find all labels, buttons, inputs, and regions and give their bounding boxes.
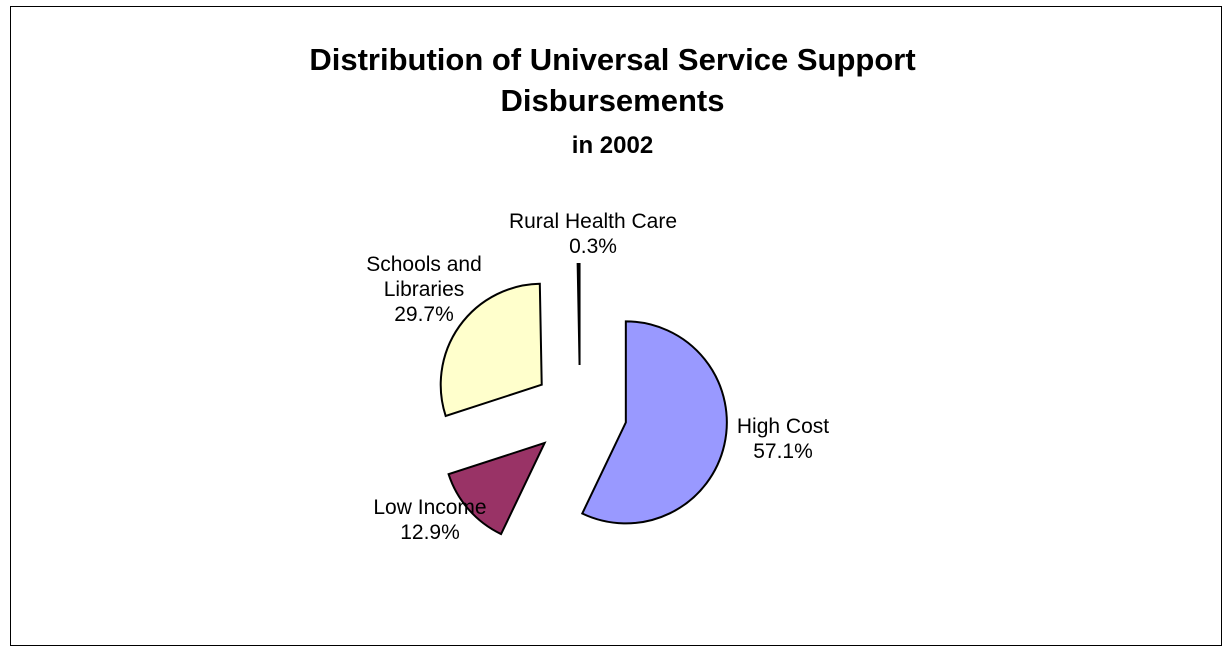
label-low-income-name: Low Income xyxy=(373,496,487,519)
label-rural-health-care-name: Rural Health Care xyxy=(508,210,678,233)
chart-title: Distribution of Universal Service Suppor… xyxy=(309,42,916,77)
label-schools-and-libraries-name: Schools and Libraries xyxy=(366,253,482,301)
slice-low-income xyxy=(447,441,547,536)
slice-high-cost xyxy=(580,320,728,525)
label-rural-health-care-value: 0.3% xyxy=(569,235,617,258)
chart-frame xyxy=(10,6,1222,646)
chart-title-line2: Disbursements xyxy=(500,83,725,118)
label-high-cost-name: High Cost xyxy=(736,415,830,438)
chart-subtitle: in 2002 xyxy=(571,132,654,159)
label-high-cost-value: 57.1% xyxy=(753,440,813,463)
label-low-income-value: 12.9% xyxy=(400,521,460,544)
slice-schools-and-libraries xyxy=(439,282,543,418)
label-high-cost: High Cost 57.1% xyxy=(713,414,853,464)
label-low-income: Low Income 12.9% xyxy=(350,495,510,545)
label-schools-and-libraries: Schools and Libraries 29.7% xyxy=(344,252,504,327)
slice-rural-health-care xyxy=(576,263,581,366)
label-schools-and-libraries-value: 29.7% xyxy=(394,303,454,326)
pie-chart xyxy=(439,263,728,536)
label-rural-health-care: Rural Health Care 0.3% xyxy=(483,209,703,259)
